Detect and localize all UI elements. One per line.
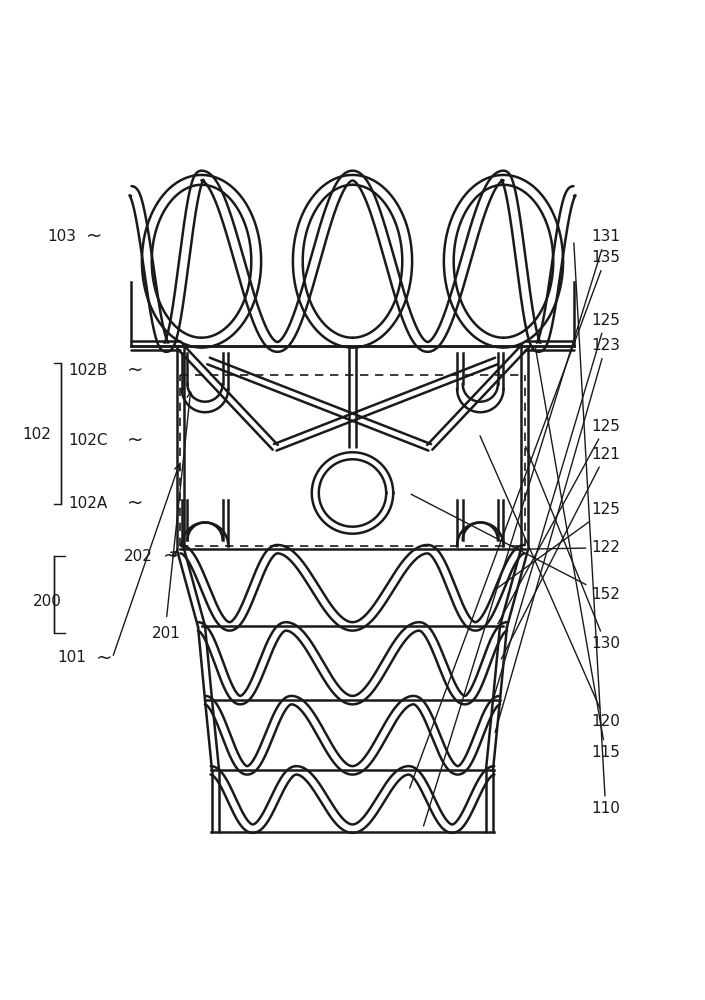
Text: 102C: 102C xyxy=(68,433,108,448)
Text: 103: 103 xyxy=(47,229,76,244)
Text: 125: 125 xyxy=(493,313,620,697)
Text: 130: 130 xyxy=(526,446,620,651)
Text: 125: 125 xyxy=(495,502,620,590)
Text: ~: ~ xyxy=(85,227,102,246)
Text: 102A: 102A xyxy=(68,496,107,511)
Text: 120: 120 xyxy=(480,436,620,729)
Text: 152: 152 xyxy=(411,494,620,602)
Text: 201: 201 xyxy=(152,626,181,641)
Text: 123: 123 xyxy=(495,338,620,733)
Text: 101: 101 xyxy=(58,650,87,666)
Text: 115: 115 xyxy=(536,348,620,760)
Text: 102B: 102B xyxy=(68,363,107,378)
Text: ~: ~ xyxy=(126,494,142,513)
Text: 110: 110 xyxy=(574,243,620,816)
Text: 125: 125 xyxy=(498,419,620,624)
Text: ~: ~ xyxy=(126,431,142,450)
Text: 121: 121 xyxy=(501,447,620,659)
Text: 122: 122 xyxy=(527,540,620,555)
Text: ~: ~ xyxy=(126,361,142,380)
Text: 200: 200 xyxy=(33,594,62,609)
Text: ~: ~ xyxy=(96,648,113,668)
Text: ~: ~ xyxy=(163,547,179,566)
Text: 102: 102 xyxy=(23,427,51,442)
Text: 135: 135 xyxy=(410,250,620,788)
Text: 202: 202 xyxy=(124,549,153,564)
Text: 131: 131 xyxy=(424,229,620,826)
